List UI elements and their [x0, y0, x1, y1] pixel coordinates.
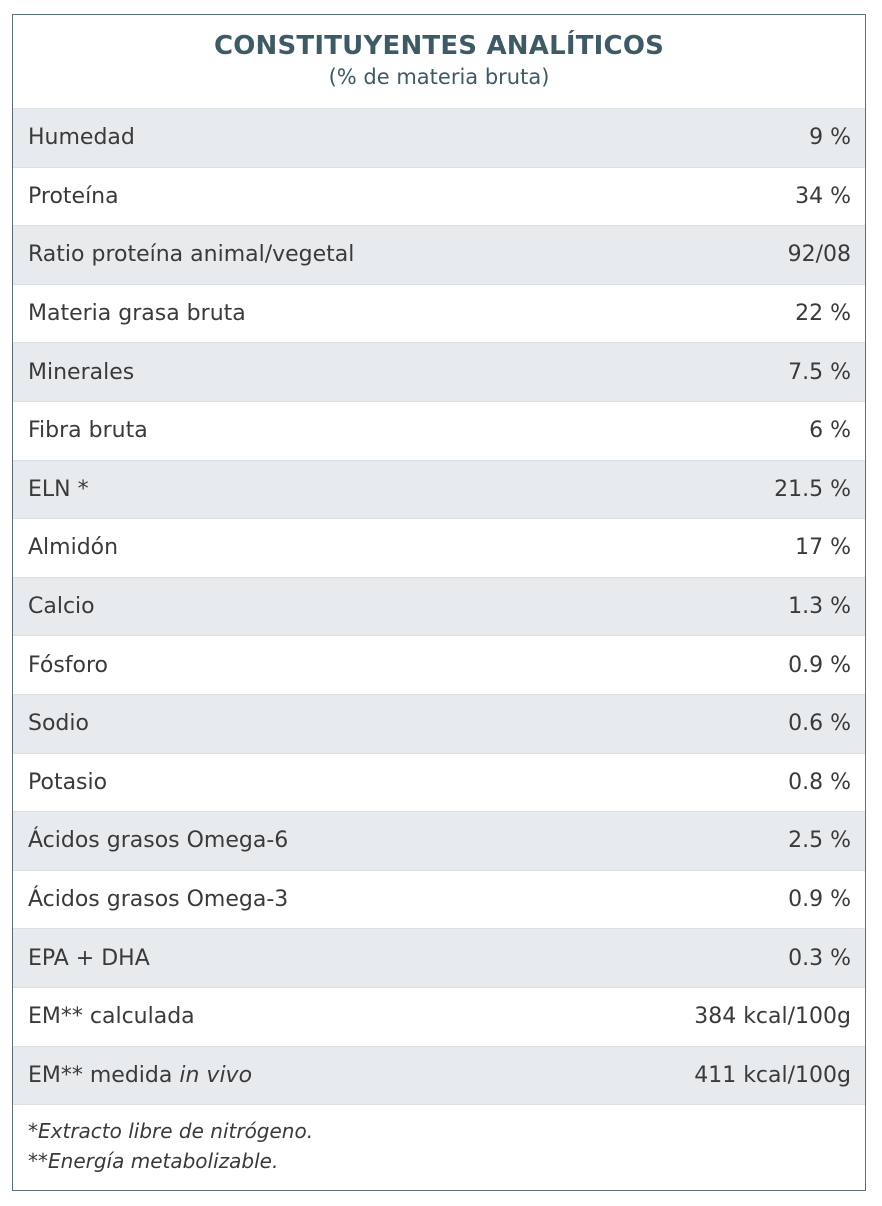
table-row: EM** calculada 384 kcal/100g — [13, 988, 865, 1047]
row-value: 6 % — [809, 418, 851, 444]
table-row: Ácidos grasos Omega-3 0.9 % — [13, 871, 865, 930]
table-row: Almidón 17 % — [13, 519, 865, 578]
row-label: Ácidos grasos Omega-3 — [28, 887, 289, 913]
row-value: 9 % — [809, 125, 851, 151]
table-header: CONSTITUYENTES ANALÍTICOS (% de materia … — [13, 15, 865, 109]
table-row: Materia grasa bruta 22 % — [13, 285, 865, 344]
table-row: ELN * 21.5 % — [13, 460, 865, 520]
row-label: EM** medida in vivo — [28, 1063, 252, 1088]
row-label: Proteína — [28, 183, 119, 209]
row-label: ELN * — [28, 476, 89, 502]
row-value: 17 % — [795, 535, 851, 561]
table-row: Humedad 9 % — [13, 109, 865, 168]
row-value: 92/08 — [787, 242, 851, 268]
footnotes: *Extracto libre de nitrógeno. **Energía … — [28, 1116, 313, 1176]
row-value: 34 % — [795, 183, 851, 209]
row-value: 384 kcal/100g — [694, 1004, 851, 1030]
table-rows: Humedad 9 % Proteína 34 % Ratio proteína… — [13, 109, 865, 1106]
row-label: EM** calculada — [28, 1004, 195, 1030]
nutrition-table-card: CONSTITUYENTES ANALÍTICOS (% de materia … — [12, 14, 866, 1191]
row-label-text: EM** medida — [28, 1062, 173, 1088]
footnote-em: **Energía metabolizable. — [28, 1149, 279, 1173]
row-label: Humedad — [28, 125, 135, 151]
table-subtitle: (% de materia bruta) — [328, 65, 550, 89]
row-label: Almidón — [28, 535, 119, 561]
table-row: Minerales 7.5 % — [13, 343, 865, 402]
row-label: EPA + DHA — [28, 945, 150, 971]
row-label: Sodio — [28, 711, 89, 737]
row-label: Fósforo — [28, 652, 109, 678]
table-row: Fibra bruta 6 % — [13, 402, 865, 461]
row-value: 7.5 % — [788, 359, 851, 385]
row-value: 0.3 % — [788, 945, 851, 971]
row-label: Materia grasa bruta — [28, 301, 246, 327]
table-row: Fósforo 0.9 % — [13, 636, 865, 695]
row-value: 0.9 % — [788, 887, 851, 913]
footnote-eln: *Extracto libre de nitrógeno. — [28, 1119, 314, 1143]
table-row: Ratio proteína animal/vegetal 92/08 — [13, 226, 865, 285]
row-label: Calcio — [28, 594, 95, 620]
table-row: Sodio 0.6 % — [13, 694, 865, 754]
table-row: Potasio 0.8 % — [13, 754, 865, 813]
table-row: Calcio 1.3 % — [13, 577, 865, 637]
row-value: 2.5 % — [788, 828, 851, 854]
row-value: 411 kcal/100g — [694, 1062, 851, 1088]
row-value: 1.3 % — [788, 594, 851, 620]
row-value: 0.6 % — [788, 711, 851, 737]
row-label: Fibra bruta — [28, 418, 148, 444]
table-title: CONSTITUYENTES ANALÍTICOS — [213, 31, 665, 61]
row-label: Minerales — [28, 359, 135, 385]
row-value: 0.9 % — [788, 652, 851, 678]
table-row: Proteína 34 % — [13, 168, 865, 227]
row-value: 21.5 % — [774, 476, 851, 502]
row-label-italic: in vivo — [179, 1062, 253, 1088]
row-value: 22 % — [795, 301, 851, 327]
table-row: EM** medida in vivo 411 kcal/100g — [13, 1046, 865, 1106]
table-row: Ácidos grasos Omega-6 2.5 % — [13, 812, 865, 871]
row-value: 0.8 % — [788, 769, 851, 795]
row-label: Potasio — [28, 769, 108, 795]
row-label: Ácidos grasos Omega-6 — [28, 828, 289, 854]
table-row: EPA + DHA 0.3 % — [13, 929, 865, 988]
row-label: Ratio proteína animal/vegetal — [28, 242, 355, 268]
